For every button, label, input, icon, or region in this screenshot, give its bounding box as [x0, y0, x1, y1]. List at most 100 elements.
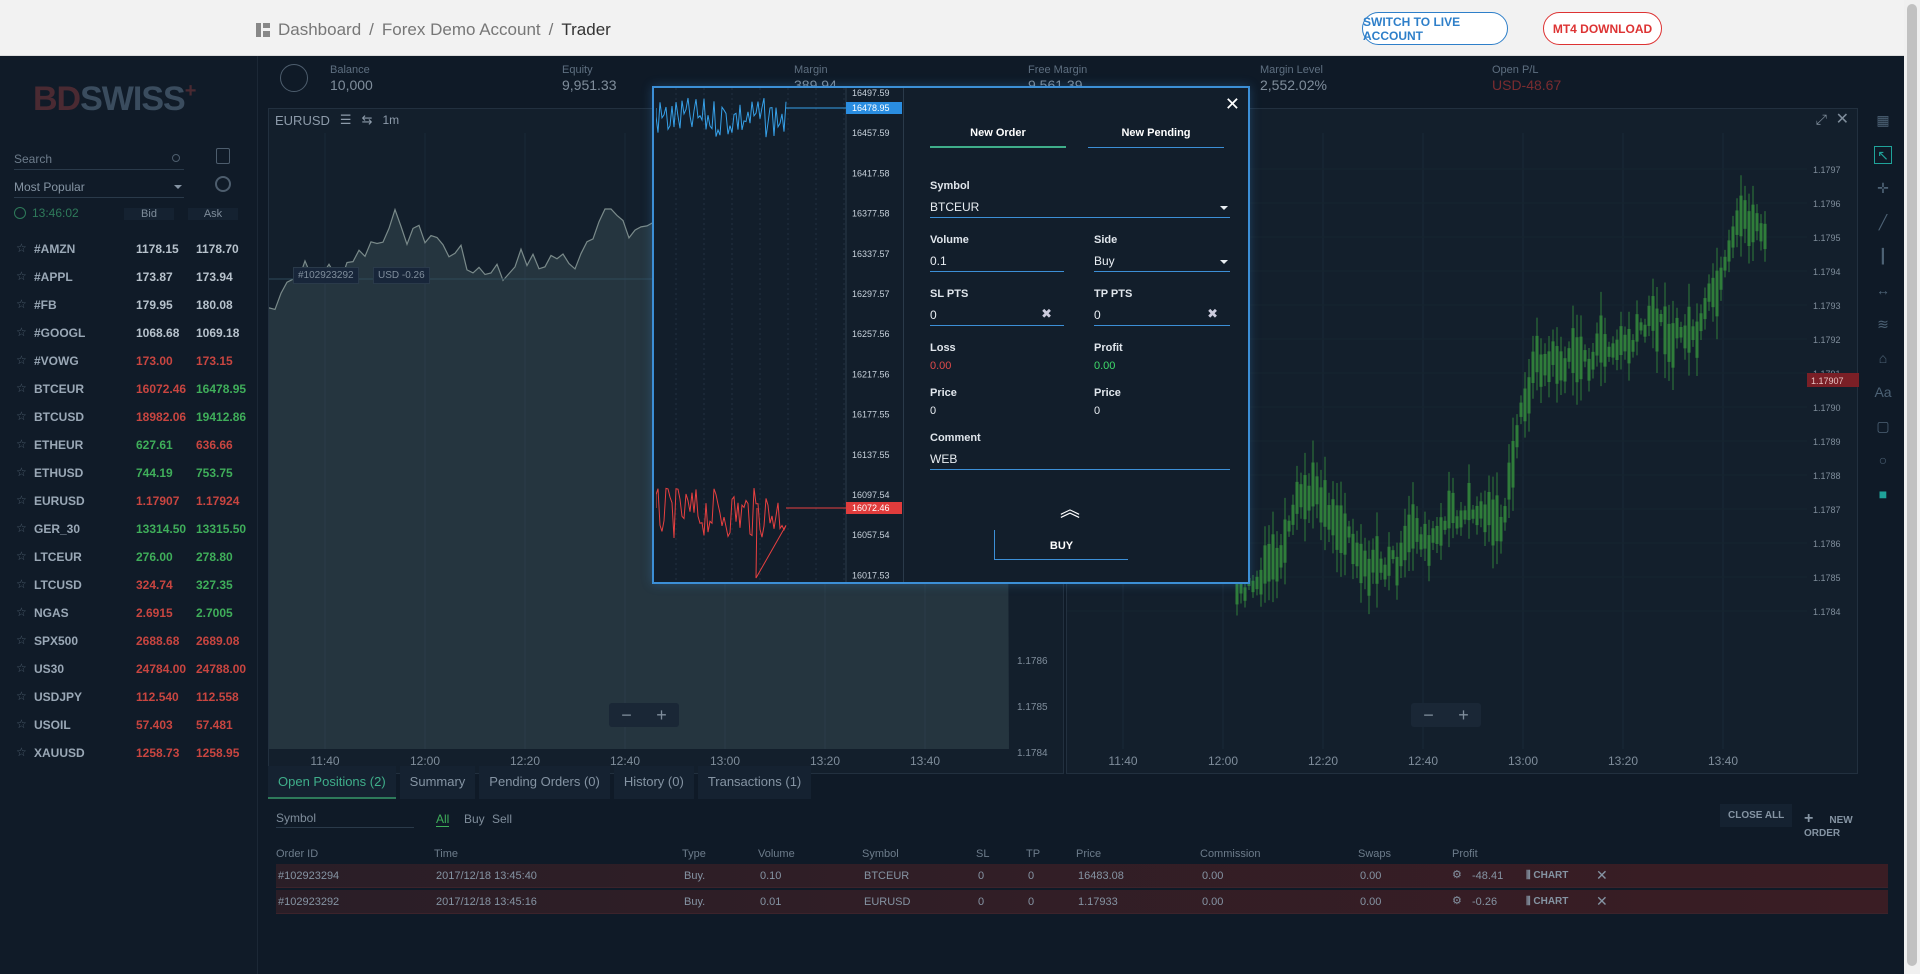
tp-input[interactable]: 0 ✖: [1094, 306, 1230, 326]
zoom-out-button[interactable]: −: [621, 704, 632, 725]
rectangle-icon[interactable]: ▢: [1876, 418, 1890, 434]
instrument-ask[interactable]: 278.80: [196, 550, 233, 564]
list-item[interactable]: ☆ EURUSD 1.17907 1.17924: [14, 486, 250, 514]
column-header[interactable]: TP: [1026, 848, 1041, 860]
mt4-download-button[interactable]: MT4 DOWNLOAD: [1543, 12, 1662, 45]
switch-live-account-button[interactable]: SWITCH TO LIVE ACCOUNT: [1362, 12, 1508, 45]
instrument-ask[interactable]: 173.15: [196, 354, 233, 368]
close-all-button[interactable]: CLOSE ALL: [1720, 804, 1793, 827]
column-header[interactable]: Profit: [1452, 848, 1478, 860]
avatar[interactable]: [280, 64, 308, 92]
filter-buy[interactable]: Buy: [464, 812, 485, 826]
chart-type-icon[interactable]: ⇆: [361, 112, 373, 127]
instrument-bid[interactable]: 1178.15: [136, 242, 179, 256]
crosshair-icon[interactable]: ✛: [1877, 180, 1889, 196]
star-icon[interactable]: ☆: [16, 437, 27, 451]
list-item[interactable]: ☆ #APPL 173.87 173.94: [14, 262, 250, 290]
instrument-bid[interactable]: 1258.73: [136, 746, 180, 760]
instrument-ask[interactable]: 327.35: [196, 578, 233, 592]
text-icon[interactable]: Aa: [1874, 384, 1892, 400]
right-chart-canvas[interactable]: 11:40 12:00 12:20 12:40 13:00 13:20 13:40 1.179…: [1067, 109, 1859, 775]
star-icon[interactable]: ☆: [16, 381, 27, 395]
list-item[interactable]: ☆ LTCEUR 276.00 278.80: [14, 542, 250, 570]
close-position-icon[interactable]: ✕: [1596, 893, 1608, 909]
instrument-ask[interactable]: 753.75: [196, 466, 233, 480]
order-pl-tag[interactable]: USD -0.26: [373, 267, 430, 284]
comment-input[interactable]: WEB: [930, 450, 1230, 470]
column-header[interactable]: Time: [434, 848, 459, 860]
polyline-icon[interactable]: ⌂: [1878, 350, 1888, 366]
gear-icon[interactable]: ⚙: [1452, 895, 1462, 907]
list-item[interactable]: ☆ #FB 179.95 180.08: [14, 290, 250, 318]
instrument-search-input[interactable]: Search: [14, 148, 184, 170]
cursor-icon[interactable]: ↖: [1874, 146, 1892, 164]
instrument-ask[interactable]: 1258.95: [196, 746, 240, 760]
instrument-ask[interactable]: 19412.86: [196, 410, 247, 424]
star-icon[interactable]: ☆: [16, 297, 27, 311]
chart-link-button[interactable]: ⫼ CHART: [1526, 896, 1569, 907]
color-swatch-icon[interactable]: ■: [1878, 486, 1888, 502]
instrument-ask[interactable]: 1069.18: [196, 326, 240, 340]
star-icon[interactable]: ☆: [16, 269, 27, 283]
list-item[interactable]: ☆ BTCUSD 18982.06 19412.86: [14, 402, 250, 430]
list-item[interactable]: ☆ LTCUSD 324.74 327.35: [14, 570, 250, 598]
list-item[interactable]: ☆ USOIL 57.403 57.481: [14, 710, 250, 738]
star-icon[interactable]: ☆: [16, 745, 27, 759]
instrument-bid[interactable]: 276.00: [136, 550, 173, 564]
zoom-out-button[interactable]: −: [1423, 704, 1434, 725]
instrument-bid[interactable]: 24784.00: [136, 662, 187, 676]
star-icon[interactable]: ☆: [16, 521, 27, 535]
instrument-ask[interactable]: 1178.70: [196, 242, 239, 256]
instrument-ask[interactable]: 16478.95: [196, 382, 247, 396]
vertical-line-icon[interactable]: ┃: [1878, 248, 1888, 264]
tab-pending-orders[interactable]: Pending Orders (0): [479, 766, 610, 799]
list-item[interactable]: ☆ BTCEUR 16072.46 16478.95: [14, 374, 250, 402]
instrument-bid[interactable]: 2.6915: [136, 606, 173, 620]
instrument-bid[interactable]: 13314.50: [136, 522, 187, 536]
instrument-bid[interactable]: 1.17907: [136, 494, 180, 508]
list-item[interactable]: ☆ GER_30 13314.50 13315.50: [14, 514, 250, 542]
star-icon[interactable]: ☆: [16, 549, 27, 563]
star-icon[interactable]: ☆: [16, 717, 27, 731]
column-header[interactable]: SL: [976, 848, 990, 860]
clear-icon[interactable]: ✖: [1041, 306, 1052, 321]
list-item[interactable]: ☆ USDJPY 112.540 112.558: [14, 682, 250, 710]
list-item[interactable]: ☆ ETHEUR 627.61 636.66: [14, 430, 250, 458]
instrument-ask[interactable]: 1.17924: [196, 494, 240, 508]
instrument-bid[interactable]: 1068.68: [136, 326, 180, 340]
list-item[interactable]: ☆ #GOOGL 1068.68 1069.18: [14, 318, 250, 346]
instrument-bid[interactable]: 179.95: [136, 298, 173, 312]
instrument-ask[interactable]: 24788.00: [196, 662, 247, 676]
instrument-bid[interactable]: 16072.46: [136, 382, 187, 396]
close-icon[interactable]: ✕: [1835, 111, 1849, 128]
tab-new-order[interactable]: New Order: [930, 120, 1066, 148]
instrument-bid[interactable]: 57.403: [136, 718, 173, 732]
column-header[interactable]: Swaps: [1358, 848, 1392, 860]
column-header[interactable]: Price: [1076, 848, 1102, 860]
column-header[interactable]: Symbol: [862, 848, 899, 860]
instrument-bid[interactable]: 2688.68: [136, 634, 180, 648]
chart-menu-icon[interactable]: ☰: [339, 112, 352, 127]
star-icon[interactable]: ☆: [16, 493, 27, 507]
column-header[interactable]: Volume: [758, 848, 795, 860]
expand-icon[interactable]: ⤢: [1815, 111, 1827, 127]
gear-icon[interactable]: ⚙: [1452, 869, 1462, 881]
breadcrumb-dashboard[interactable]: Dashboard: [278, 20, 362, 39]
instrument-bid[interactable]: 173.00: [136, 354, 173, 368]
star-icon[interactable]: ☆: [16, 353, 27, 367]
page-scrollbar[interactable]: [1904, 0, 1920, 974]
column-header[interactable]: Commission: [1200, 848, 1261, 860]
table-row[interactable]: #102923294 2017/12/18 13:45:40 Buy. 0.10 BTC…: [276, 864, 1888, 888]
list-item[interactable]: ☆ ETHUSD 744.19 753.75: [14, 458, 250, 486]
layout-icon[interactable]: ▦: [1876, 112, 1890, 128]
sl-input[interactable]: 0 ✖: [930, 306, 1064, 326]
symbol-filter-input[interactable]: Symbol: [276, 808, 414, 828]
chart-link-button[interactable]: ⫼ CHART: [1526, 870, 1569, 881]
star-icon[interactable]: ☆: [16, 241, 27, 255]
order-line-tag[interactable]: #102923292: [293, 267, 359, 284]
close-dialog-icon[interactable]: ✕: [1224, 94, 1240, 114]
instrument-ask[interactable]: 180.08: [196, 298, 233, 312]
instrument-bid[interactable]: 18982.06: [136, 410, 187, 424]
document-icon[interactable]: [216, 148, 230, 164]
instrument-ask[interactable]: 112.558: [196, 690, 239, 704]
